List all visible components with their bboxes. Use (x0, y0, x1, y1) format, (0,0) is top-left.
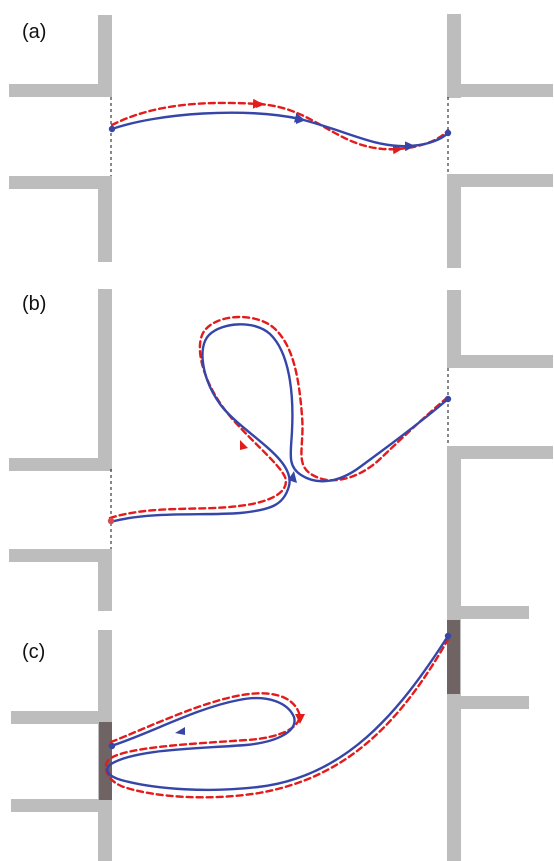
left-upper-horizontal-wall-c (11, 711, 112, 724)
red-dashed-trajectory-a (112, 103, 448, 149)
right-lower-horizontal-wall (447, 174, 553, 187)
red-direction-arrow-a (256, 101, 266, 108)
end-point-c (445, 633, 451, 639)
end-point-b (445, 396, 451, 402)
start-point-b (108, 518, 114, 524)
left-corridor-walls-b (9, 289, 112, 611)
panel-a: (a) (9, 14, 553, 268)
right-lower-horizontal-wall-c (447, 696, 529, 709)
left-upper-horizontal-wall-b (9, 458, 112, 471)
left-contact-wall-c (99, 722, 112, 800)
end-point-a (445, 130, 451, 136)
left-corridor-walls-a (9, 15, 112, 262)
left-lower-vertical-wall (98, 176, 112, 262)
red-direction-arrow-b (240, 440, 248, 450)
blue-direction-arrow-a (296, 116, 306, 124)
right-corridor-walls-a (447, 14, 553, 268)
blue-direction-arrow-c (175, 727, 185, 735)
panel-label-a: (a) (22, 21, 46, 43)
left-lower-horizontal-wall-b (9, 549, 112, 562)
left-upper-horizontal-wall (9, 84, 112, 97)
blue-trajectory-a (112, 113, 448, 147)
right-upper-horizontal-wall (447, 84, 553, 97)
right-upper-horizontal-wall-b (447, 355, 553, 368)
start-point-a (109, 126, 115, 132)
left-lower-horizontal-wall (9, 176, 112, 189)
panel-label-b: (b) (22, 293, 46, 315)
right-corridor-walls-c (447, 568, 529, 861)
panel-c: (c) (11, 568, 529, 861)
right-lower-horizontal-wall-b (447, 446, 553, 459)
red-dashed-trajectory-c (106, 636, 450, 797)
left-corridor-walls-c (11, 630, 112, 861)
panel-b: (b) (9, 289, 553, 611)
right-contact-wall-c (447, 620, 460, 694)
right-corridor-walls-b (447, 290, 553, 592)
right-upper-horizontal-wall-c (447, 606, 529, 619)
left-lower-vertical-wall-b (98, 549, 112, 611)
left-lower-horizontal-wall-c (11, 799, 112, 812)
panel-label-c: (c) (22, 641, 45, 663)
start-point-c (109, 743, 115, 749)
right-lower-vertical-wall (447, 174, 461, 268)
left-upper-vertical-wall-b (98, 289, 112, 469)
